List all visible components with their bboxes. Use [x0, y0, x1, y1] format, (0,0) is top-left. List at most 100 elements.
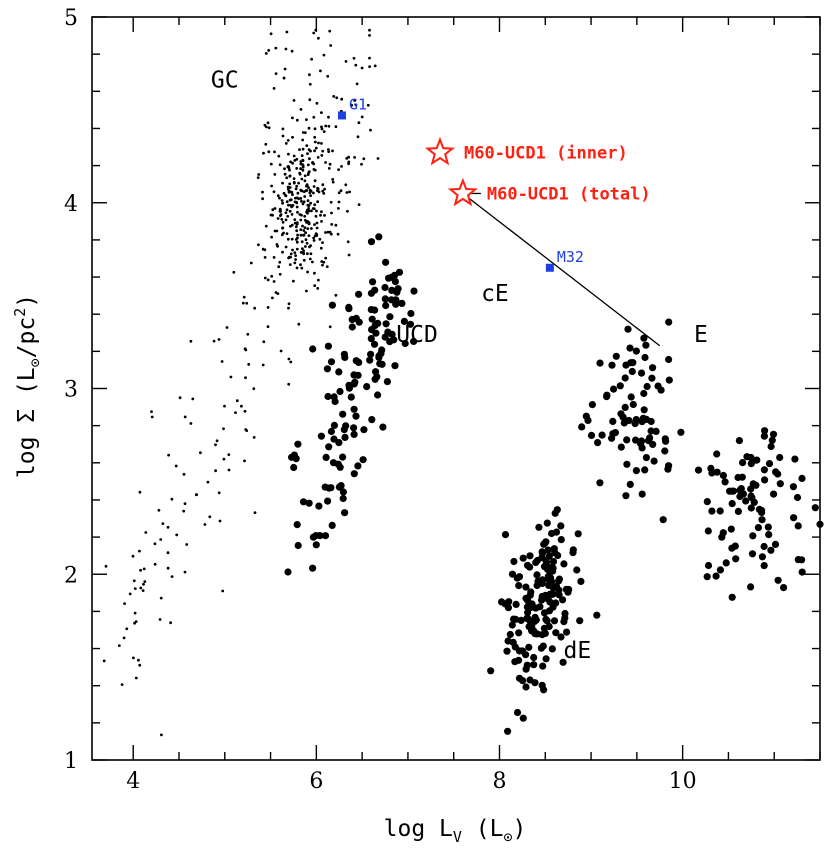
- gc-point: [331, 178, 335, 181]
- gc-point: [305, 184, 309, 188]
- gc-point: [301, 158, 305, 162]
- gc-point: [330, 211, 333, 215]
- gc-point: [170, 575, 174, 578]
- gc-point: [281, 181, 284, 185]
- de-point: [530, 661, 538, 669]
- de-point: [522, 665, 530, 673]
- e-point: [623, 436, 631, 444]
- gc-point: [307, 222, 311, 226]
- gc-point: [289, 198, 293, 202]
- gc-point: [256, 176, 260, 180]
- e-point: [694, 466, 703, 474]
- e-point: [774, 470, 782, 478]
- gc-point: [271, 213, 274, 217]
- de-point: [487, 667, 495, 675]
- gc-point: [314, 146, 318, 150]
- gc-point: [288, 263, 292, 266]
- gc-point: [307, 171, 310, 175]
- ucd-point: [351, 371, 359, 379]
- gc-point: [321, 241, 324, 245]
- gc-point: [295, 118, 299, 122]
- gc-point: [305, 210, 308, 214]
- gc-point: [302, 200, 306, 204]
- gc-point: [308, 188, 312, 192]
- ucd-point: [322, 453, 330, 461]
- gc-point: [287, 357, 291, 361]
- gc-point: [261, 363, 265, 367]
- de-point: [528, 627, 536, 635]
- gc-point: [353, 99, 357, 102]
- gc-point: [189, 339, 193, 343]
- named-point-label: M32: [557, 248, 584, 266]
- gc-point: [344, 60, 348, 63]
- gc-point: [266, 325, 270, 328]
- gc-point: [288, 209, 292, 213]
- gc-point: [131, 554, 135, 558]
- ucd-point: [383, 378, 391, 386]
- gc-point: [263, 248, 267, 252]
- gc-point: [191, 397, 195, 401]
- e-point: [732, 555, 740, 563]
- gc-point: [166, 525, 170, 529]
- ucd-point: [391, 278, 399, 286]
- gc-point: [183, 502, 187, 505]
- gc-point: [300, 266, 304, 270]
- gc-point: [345, 191, 349, 194]
- x-tick-label: 8: [492, 769, 506, 794]
- de-point: [524, 608, 532, 617]
- e-point: [761, 427, 769, 435]
- e-point: [650, 457, 658, 465]
- gc-point: [300, 177, 304, 181]
- e-point: [640, 406, 648, 414]
- gc-point: [220, 360, 224, 363]
- e-point: [622, 492, 630, 500]
- de-point: [576, 617, 584, 625]
- gc-point: [368, 56, 371, 60]
- gc-point: [249, 261, 253, 265]
- gc-point: [272, 256, 276, 259]
- gc-point: [292, 180, 296, 184]
- gc-point: [337, 207, 340, 210]
- e-point: [623, 460, 631, 468]
- e-point: [647, 427, 655, 435]
- ucd-point: [315, 502, 323, 510]
- de-point: [498, 598, 506, 606]
- gc-point: [316, 200, 320, 204]
- ucd-point: [390, 271, 399, 279]
- gc-point: [325, 265, 329, 268]
- gc-point: [328, 325, 332, 329]
- ucd-point: [330, 435, 338, 443]
- ucd-point: [294, 541, 302, 550]
- gc-point: [327, 167, 331, 170]
- gc-point: [319, 246, 323, 250]
- de-point: [506, 630, 514, 639]
- de-point: [519, 554, 527, 562]
- de-point: [525, 643, 533, 651]
- ucd-point: [368, 315, 376, 323]
- de-point: [562, 585, 571, 594]
- e-point: [754, 524, 763, 532]
- de-point: [557, 522, 565, 530]
- gc-point: [319, 213, 322, 217]
- de-point: [526, 563, 534, 571]
- e-point: [742, 497, 750, 505]
- gc-point: [316, 187, 320, 191]
- gc-point: [281, 201, 284, 205]
- ucd-point: [293, 521, 301, 529]
- gc-point: [306, 270, 309, 274]
- gc-point: [281, 250, 284, 254]
- gc-point: [368, 28, 371, 32]
- gc-point: [277, 265, 281, 269]
- gc-point: [120, 683, 124, 686]
- e-point: [626, 480, 634, 488]
- ucd-point: [328, 301, 336, 309]
- gc-point: [125, 627, 129, 631]
- de-point: [512, 600, 520, 609]
- gc-point: [299, 197, 303, 200]
- de-point: [539, 662, 547, 670]
- gc-point: [315, 221, 319, 225]
- gc-point: [307, 207, 310, 210]
- gc-point: [299, 233, 303, 237]
- gc-point: [104, 564, 108, 568]
- gc-point: [217, 491, 221, 495]
